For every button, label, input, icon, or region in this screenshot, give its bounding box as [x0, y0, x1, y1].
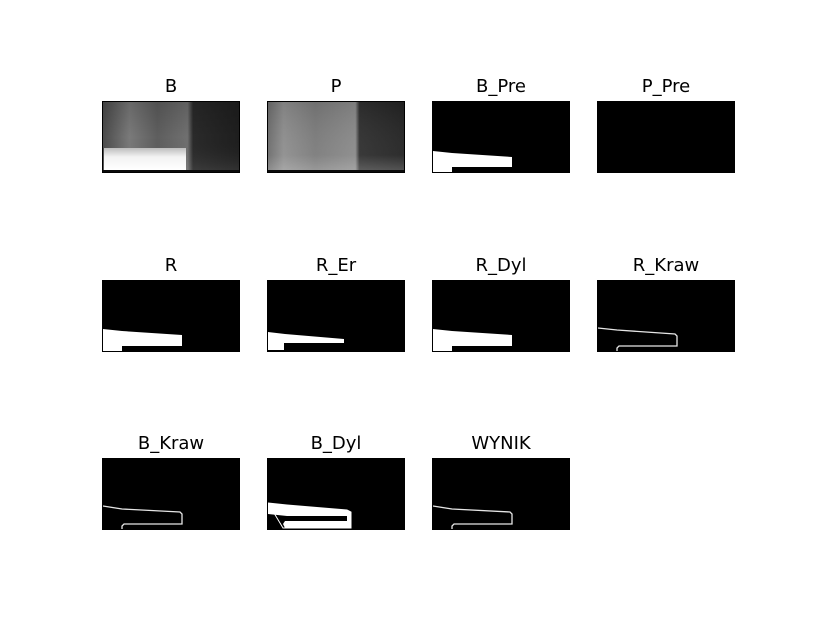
panel-title: R — [164, 255, 178, 276]
panel-title: B_Kraw — [137, 433, 205, 454]
panel-title: R_Dyl — [475, 255, 527, 276]
binary-image — [597, 101, 735, 173]
panel-title: R_Kraw — [632, 255, 700, 276]
binary-image — [267, 458, 405, 530]
grayscale-image — [267, 101, 405, 173]
binary-image — [267, 280, 405, 352]
binary-image — [102, 280, 240, 352]
grayscale-image — [102, 101, 240, 173]
panel-title: P_Pre — [641, 76, 691, 97]
edge-image — [102, 458, 240, 530]
binary-image — [432, 280, 570, 352]
panel-title: B — [164, 76, 178, 97]
edge-image — [597, 280, 735, 352]
binary-image — [432, 101, 570, 173]
panel-title: B_Pre — [476, 76, 526, 97]
panel-title: WYNIK — [471, 433, 531, 454]
panel-title: P — [330, 76, 342, 97]
panel-title: B_Dyl — [310, 433, 362, 454]
edge-image — [432, 458, 570, 530]
panel-title: R_Er — [315, 255, 357, 276]
